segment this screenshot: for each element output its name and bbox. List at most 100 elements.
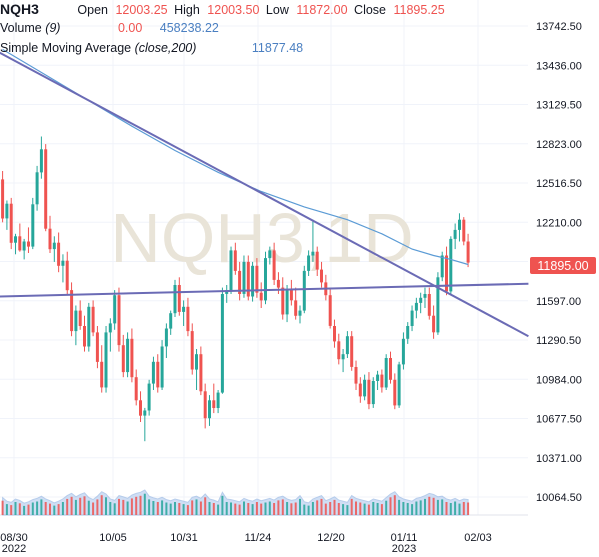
candle-body xyxy=(126,338,130,373)
volume-bar xyxy=(367,504,370,515)
volume-bar xyxy=(393,495,396,515)
candle-body xyxy=(18,236,22,251)
candle-body xyxy=(52,242,56,250)
candle-body xyxy=(315,251,319,270)
volume-bar xyxy=(454,501,457,515)
volume-bar xyxy=(268,501,271,515)
volume-bar xyxy=(100,495,103,515)
volume-bar xyxy=(105,497,107,515)
candle-body xyxy=(384,358,388,388)
candle-body xyxy=(449,238,453,292)
candle-body xyxy=(380,374,384,388)
y-tick-label: 12516.50 xyxy=(536,178,582,190)
candle-body xyxy=(27,241,30,247)
candle-body xyxy=(104,332,108,388)
candle-body xyxy=(208,400,211,419)
candle-body xyxy=(57,242,61,266)
candle-body xyxy=(285,290,289,315)
volume-bar xyxy=(247,503,250,515)
volume-label[interactable]: Volume xyxy=(0,21,42,35)
candle-body xyxy=(397,364,401,406)
candle-body xyxy=(445,255,448,292)
volume-bar xyxy=(195,499,198,515)
y-tick-label: 11597.00 xyxy=(536,296,581,308)
candle-body xyxy=(242,261,246,294)
volume-bar xyxy=(199,501,202,515)
volume-bar xyxy=(152,501,155,515)
volume-bar xyxy=(355,501,357,515)
volume-bar xyxy=(428,496,431,515)
candle-body xyxy=(35,172,39,205)
volume-bar xyxy=(230,502,232,515)
volume-bar xyxy=(186,505,189,515)
volume-bar xyxy=(143,493,146,515)
candle-body xyxy=(363,379,367,397)
candle-body xyxy=(160,346,164,388)
volume-bar xyxy=(436,499,439,515)
low-value: 11872.00 xyxy=(296,3,348,17)
volume-bar xyxy=(182,504,185,515)
candle-body xyxy=(186,306,190,332)
volume-bar xyxy=(329,502,332,515)
volume-bar xyxy=(260,503,263,515)
volume-bar xyxy=(74,499,77,515)
candle-body xyxy=(9,203,13,243)
last-price-tag: 11895.00 xyxy=(530,257,596,274)
volume-bar xyxy=(286,502,289,515)
symbol-name[interactable]: NQH3 xyxy=(0,1,39,17)
volume-bar xyxy=(156,502,159,515)
volume-bar xyxy=(130,498,133,515)
y-tick-label: 11290.50 xyxy=(536,335,581,347)
candle-body xyxy=(14,236,17,243)
candle-body xyxy=(87,306,91,347)
volume-period: (9) xyxy=(45,21,61,35)
candle-body xyxy=(78,310,82,326)
volume-bar xyxy=(18,503,21,515)
volume-bar xyxy=(40,499,43,515)
volume-bar xyxy=(70,496,73,515)
watermark: NQH3,1D xyxy=(110,199,413,277)
candle-body xyxy=(22,241,26,251)
volume-bar xyxy=(96,499,99,515)
volume-bar xyxy=(255,502,258,515)
volume-bar xyxy=(217,504,220,515)
candle-body xyxy=(83,326,86,347)
volume-bar xyxy=(342,504,345,515)
trendline xyxy=(0,51,529,338)
volume-bar xyxy=(122,499,125,515)
volume-bar xyxy=(346,505,349,515)
volume-bar xyxy=(411,504,414,515)
volume-bar xyxy=(385,500,388,515)
volume-value: 458238.22 xyxy=(159,21,219,35)
volume-bar xyxy=(406,503,409,515)
candle-body xyxy=(91,306,95,333)
x-tick-sublabel: 2022 xyxy=(2,543,26,555)
volume-bar xyxy=(337,503,340,515)
volume-bar xyxy=(44,502,47,515)
candle-body xyxy=(350,336,354,367)
candle-body xyxy=(466,241,470,263)
volume-bar xyxy=(169,503,172,515)
candle-body xyxy=(95,332,99,362)
volume-bar xyxy=(79,497,82,515)
volume-legend: Volume (9) 0.00 458238.22 xyxy=(0,21,219,35)
volume-bar xyxy=(359,502,362,515)
x-tick-label: 02/03 xyxy=(464,532,492,544)
y-tick-label: 12210.00 xyxy=(536,217,582,229)
candle-body xyxy=(220,294,224,393)
volume-bar xyxy=(389,497,392,515)
y-tick-label: 13742.50 xyxy=(536,21,582,33)
candle-body xyxy=(268,250,272,259)
volume-bar xyxy=(372,502,375,515)
indicator-lines xyxy=(0,48,529,338)
candle-body xyxy=(354,367,358,384)
sma-label[interactable]: Simple Moving Average xyxy=(0,41,132,55)
volume-bar xyxy=(14,502,17,515)
candle-body xyxy=(276,279,280,288)
candle-body xyxy=(139,400,142,416)
candle-body xyxy=(427,294,431,316)
volume-bar xyxy=(432,497,435,515)
y-tick-label: 10064.50 xyxy=(536,492,582,504)
